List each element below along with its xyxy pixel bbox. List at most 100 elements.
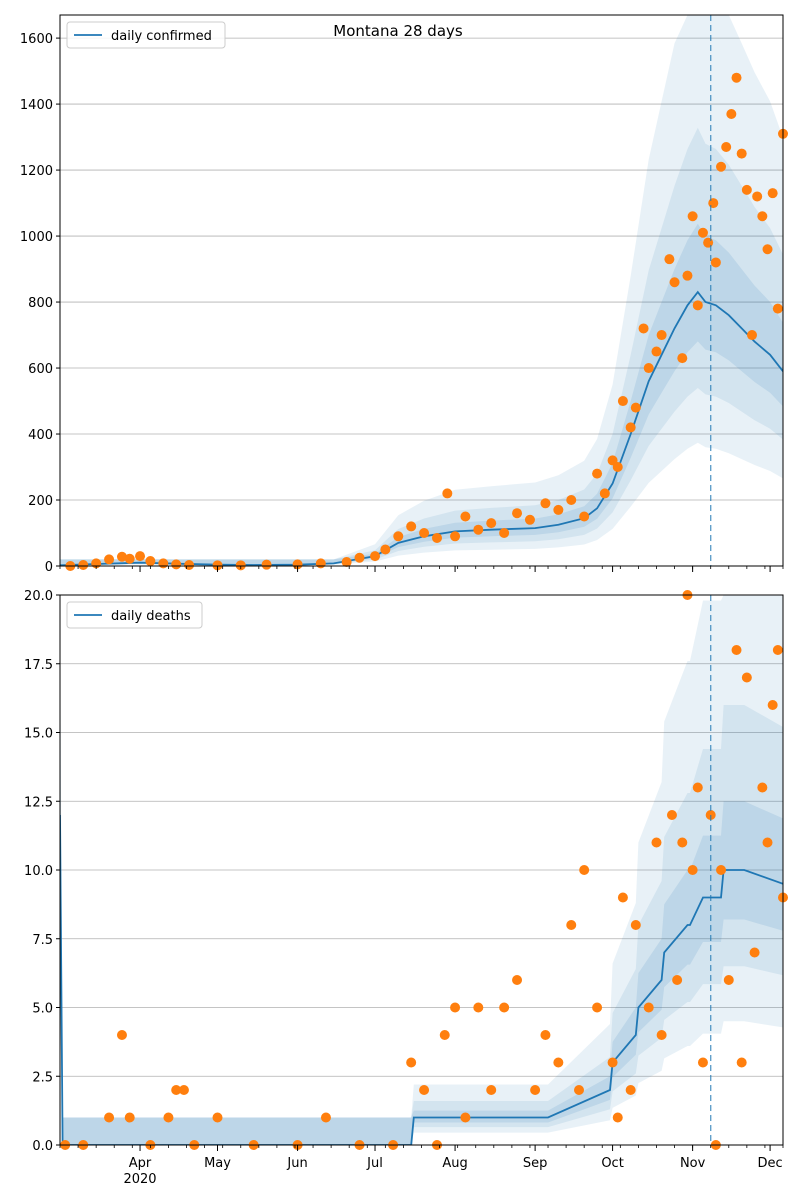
y-tick-label-0-8: 1600 (20, 32, 53, 47)
y-tick-label-1-1: 2.5 (32, 1070, 53, 1085)
data-point-1-57 (762, 837, 773, 848)
data-point-0-63 (747, 330, 758, 341)
data-point-0-46 (656, 330, 667, 341)
data-point-0-29 (499, 528, 510, 539)
data-point-0-67 (767, 188, 778, 199)
deaths-series-lines (60, 814, 783, 1145)
data-point-0-26 (460, 511, 471, 522)
data-point-1-17 (419, 1085, 430, 1095)
x-tick-label-6-0: Oct (601, 1156, 623, 1171)
data-point-0-8 (158, 558, 169, 569)
data-point-1-37 (630, 920, 641, 930)
data-point-0-43 (638, 323, 649, 334)
data-point-0-58 (721, 141, 732, 152)
y-tick-label-0-6: 1200 (20, 164, 53, 179)
data-point-0-23 (431, 532, 442, 543)
data-point-0-57 (716, 161, 727, 172)
data-point-0-4 (116, 551, 127, 562)
data-point-1-27 (540, 1030, 551, 1040)
data-point-0-17 (354, 552, 365, 563)
data-point-1-54 (741, 672, 752, 683)
data-point-0-19 (380, 544, 391, 555)
data-point-1-33 (607, 1057, 618, 1068)
data-point-0-1 (78, 560, 89, 571)
data-point-0-66 (762, 244, 773, 255)
data-point-0-30 (512, 508, 523, 519)
data-point-1-40 (656, 1030, 667, 1040)
data-point-1-13 (320, 1112, 331, 1123)
data-point-0-44 (643, 363, 654, 374)
uncertainty-band-0-1 (60, 127, 783, 566)
data-point-1-4 (124, 1112, 135, 1123)
data-point-0-6 (135, 551, 146, 562)
data-point-0-22 (419, 528, 430, 539)
data-point-0-55 (708, 198, 719, 209)
data-point-1-47 (697, 1057, 708, 1068)
data-point-0-18 (370, 551, 381, 562)
data-point-0-31 (524, 514, 535, 525)
data-point-0-41 (625, 422, 636, 433)
data-point-1-30 (574, 1085, 585, 1095)
confirmed-panel: 0 200 400 600 800 1000 1200 1400 1600 Montana 28… (20, 14, 788, 575)
data-point-0-49 (677, 353, 688, 364)
confirmed-legend: daily confirmed (66, 21, 226, 49)
data-point-0-60 (731, 72, 742, 83)
data-point-0-64 (752, 191, 763, 202)
data-point-1-20 (450, 1002, 461, 1013)
data-point-1-45 (687, 865, 698, 875)
data-point-0-39 (612, 462, 623, 473)
data-point-1-50 (716, 865, 727, 875)
deaths-legend-box (66, 601, 203, 629)
data-point-0-11 (212, 560, 223, 571)
data-point-1-16 (406, 1057, 417, 1068)
data-point-0-37 (599, 488, 610, 499)
data-point-0-42 (630, 402, 641, 413)
data-point-0-53 (697, 227, 708, 238)
data-point-0-48 (669, 277, 680, 288)
data-point-0-24 (442, 488, 453, 499)
data-point-1-28 (553, 1057, 564, 1068)
data-point-1-35 (617, 892, 628, 903)
data-point-1-38 (643, 1002, 654, 1013)
x-tick-label-0-0: Apr (129, 1156, 152, 1171)
data-point-0-50 (682, 270, 693, 281)
data-point-1-10 (212, 1112, 223, 1123)
data-point-0-61 (736, 148, 747, 159)
data-point-0-35 (579, 511, 590, 522)
y-tick-label-1-4: 10.0 (24, 864, 53, 879)
data-point-0-52 (692, 300, 703, 311)
data-point-0-51 (687, 211, 698, 222)
data-point-0-56 (710, 257, 721, 268)
data-point-0-27 (473, 524, 484, 535)
data-point-1-51 (723, 975, 734, 985)
data-point-0-54 (703, 237, 714, 248)
y-tick-label-1-5: 12.5 (24, 795, 53, 810)
data-point-0-20 (393, 531, 404, 542)
data-point-0-5 (124, 553, 135, 564)
data-point-1-2 (104, 1112, 115, 1123)
y-tick-label-0-5: 1000 (20, 230, 53, 245)
data-point-0-28 (486, 518, 497, 529)
confirmed-axes: 0 200 400 600 800 1000 1200 1400 1600 (20, 14, 784, 575)
y-tick-label-1-8: 20.0 (24, 589, 53, 604)
data-point-0-16 (341, 557, 352, 568)
deaths-legend: daily deaths (66, 601, 203, 629)
y-tick-label-1-2: 5.0 (32, 1002, 53, 1017)
data-point-0-13 (261, 559, 272, 570)
data-point-1-43 (677, 837, 688, 848)
data-point-1-25 (512, 975, 523, 985)
y-tick-label-0-1: 200 (28, 494, 53, 509)
data-point-0-45 (651, 346, 662, 357)
data-point-1-8 (178, 1085, 189, 1095)
data-point-0-47 (664, 254, 675, 265)
data-point-1-52 (731, 645, 742, 655)
data-point-1-6 (163, 1112, 174, 1123)
deaths-data-points (60, 590, 788, 1150)
data-point-1-36 (625, 1085, 636, 1095)
data-point-1-55 (749, 947, 760, 958)
data-point-0-7 (145, 556, 156, 567)
